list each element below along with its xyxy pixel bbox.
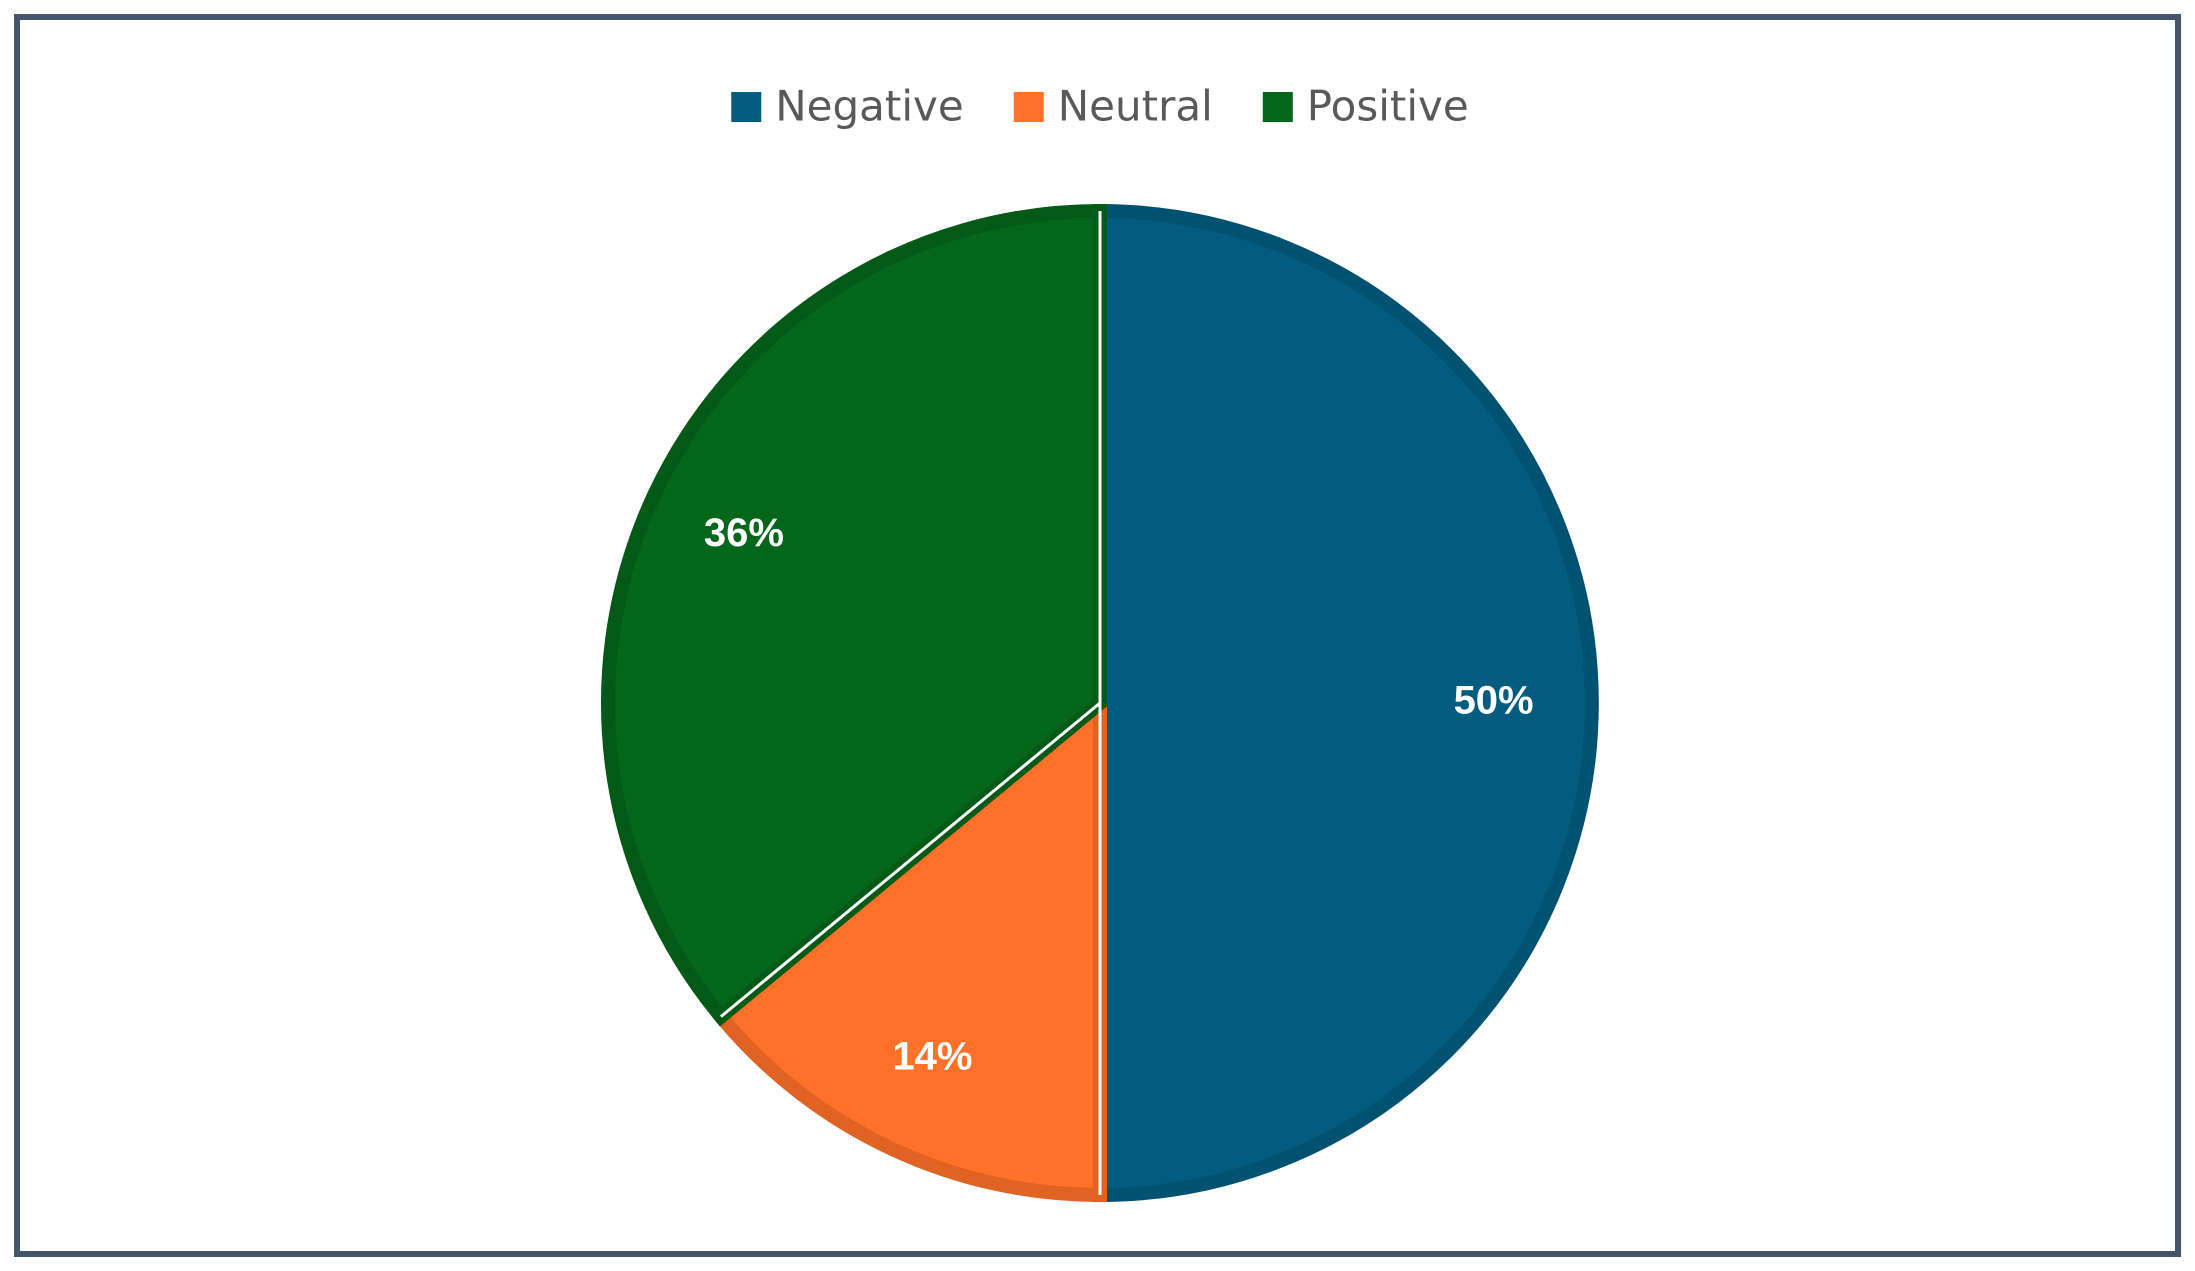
pie [601,203,1599,1203]
value-label: 14% [892,1035,972,1079]
legend-label: Positive [1307,82,1469,131]
data-labels: 50% 14% 36% [704,511,1534,1079]
legend-label: Negative [775,82,964,131]
legend-label: Neutral [1058,82,1213,131]
value-label: 50% [1454,679,1534,723]
legend: Negative Neutral Positive [731,82,1469,131]
pie-slice [1093,203,1599,1203]
pie-slice [601,203,1107,1027]
slice-separator [719,701,1101,1018]
value-label: 36% [704,511,784,555]
legend-swatch [731,92,762,122]
legend-swatch [1013,92,1044,122]
pie-slice [711,688,1107,1203]
legend-swatch [1262,92,1293,122]
